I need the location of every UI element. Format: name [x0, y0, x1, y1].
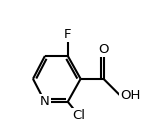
Text: F: F	[64, 28, 72, 41]
Text: Cl: Cl	[72, 109, 85, 122]
Text: N: N	[40, 95, 50, 108]
Text: OH: OH	[120, 89, 140, 102]
Text: O: O	[98, 43, 109, 56]
